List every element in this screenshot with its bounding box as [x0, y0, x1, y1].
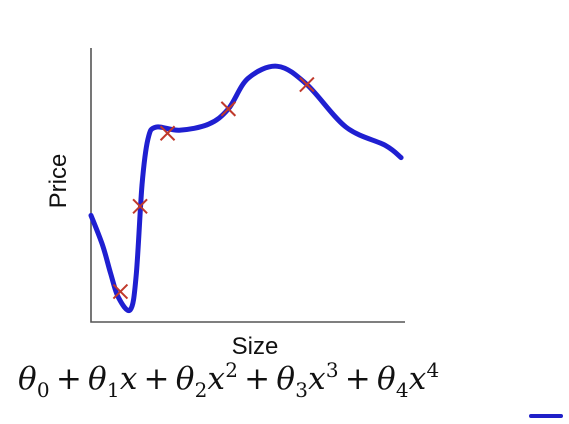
theta-2-term: θ2x2 [175, 358, 239, 402]
theta-4-term: θ4x4 [376, 358, 440, 402]
data-point-marker [112, 283, 129, 300]
data-point-marker [132, 198, 148, 215]
data-point-marker [299, 76, 315, 93]
plus-1: + [55, 361, 82, 397]
x-axis-label: Size [232, 333, 279, 360]
axes [90, 48, 405, 323]
axis-lines [90, 48, 405, 323]
polynomial-equation: θ0 + θ1x + θ2x2 + θ3x3 + θ4x4 [18, 358, 439, 402]
data-point-marker [159, 125, 176, 141]
plus-3: + [244, 361, 271, 397]
theta-1-term: θ1x [88, 361, 138, 402]
data-markers [112, 76, 315, 300]
fit-curve [88, 63, 404, 314]
data-point-marker [220, 101, 237, 117]
theta-3-term: θ3x3 [276, 358, 339, 402]
x4-underline [529, 414, 563, 418]
plus-2: + [143, 361, 170, 397]
y-axis-label: Price [45, 154, 72, 209]
plus-4: + [344, 361, 371, 397]
theta-0: θ0 [18, 361, 50, 402]
